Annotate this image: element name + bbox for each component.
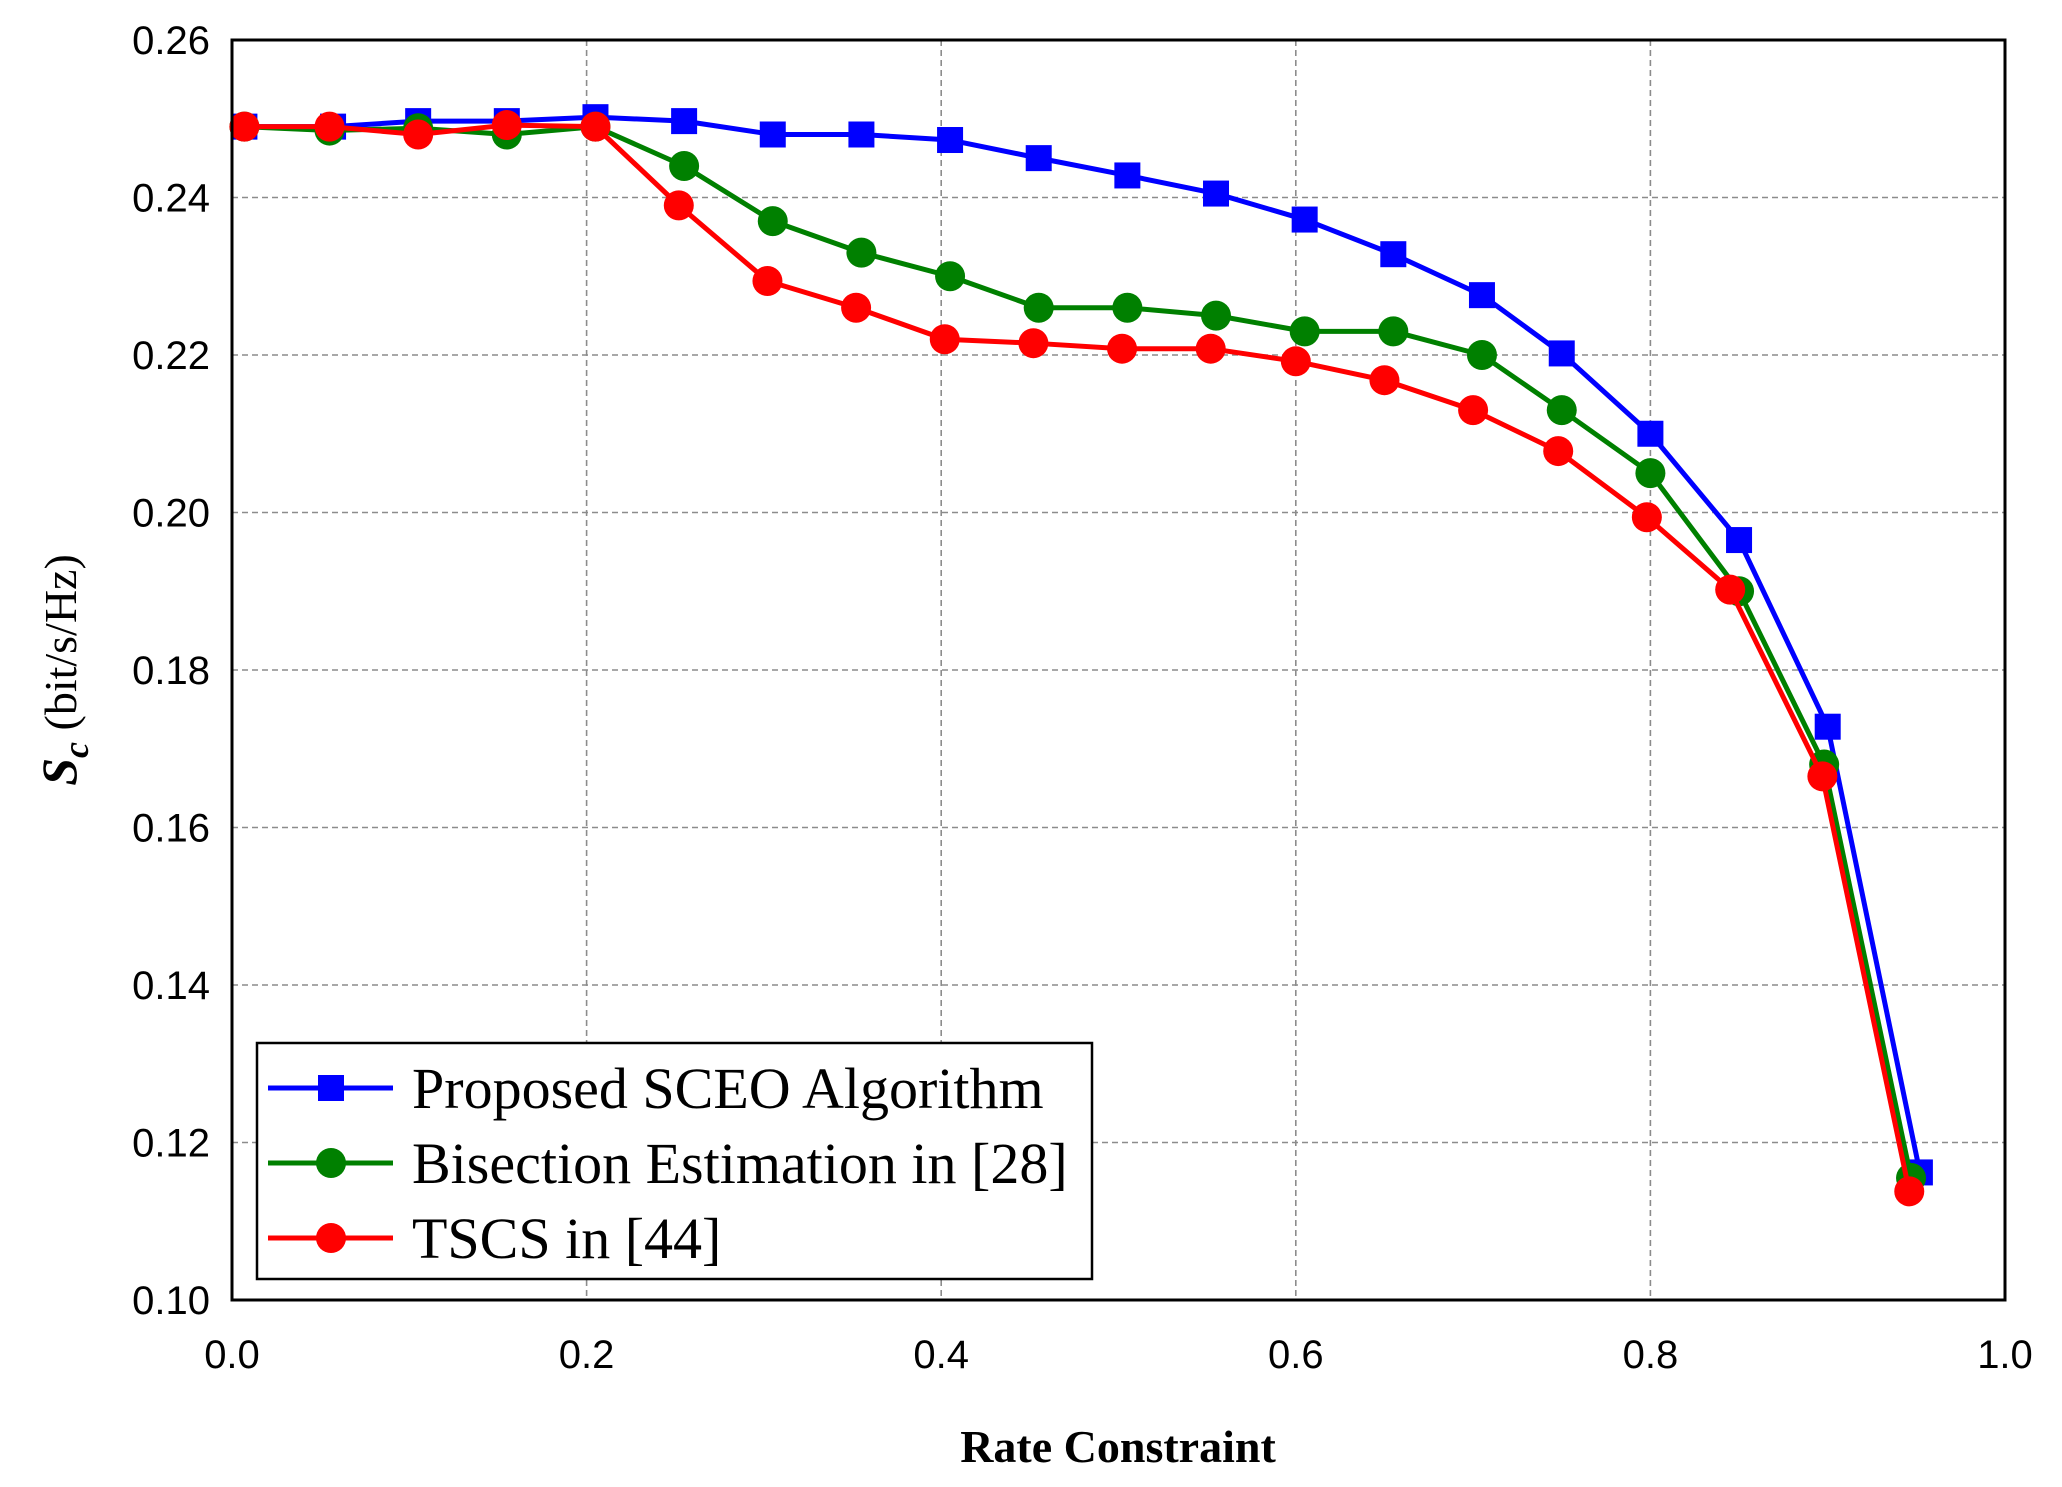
data-point <box>1203 180 1230 207</box>
data-point <box>403 119 434 150</box>
data-point <box>1631 502 1662 533</box>
y-tick-label: 0.18 <box>132 649 210 693</box>
data-point <box>1814 713 1841 740</box>
data-point <box>935 261 966 292</box>
data-point <box>1468 282 1495 309</box>
data-point <box>663 190 694 221</box>
legend-label-tscs: TSCS in [44] <box>412 1206 721 1271</box>
data-point <box>1726 527 1753 554</box>
y-tick-label: 0.14 <box>132 964 210 1008</box>
legend-marker-sceo <box>318 1075 344 1101</box>
y-axis-unit: (bit/s/Hz) <box>35 554 86 742</box>
legend-item-tscs: TSCS in [44] <box>268 1206 721 1271</box>
y-tick-label: 0.26 <box>132 19 210 63</box>
data-point <box>757 206 788 237</box>
data-point <box>1023 292 1054 323</box>
data-point <box>580 111 611 142</box>
y-axis-subscript: c <box>56 742 96 758</box>
legend-marker-tscs <box>316 1223 346 1253</box>
data-point <box>1378 316 1409 347</box>
y-axis-symbol: S <box>31 758 87 786</box>
data-point <box>1458 395 1489 426</box>
data-point <box>841 292 872 323</box>
y-tick-label: 0.16 <box>132 807 210 851</box>
data-point <box>1025 145 1052 172</box>
data-point <box>1380 241 1407 268</box>
data-point <box>1114 162 1141 189</box>
data-point <box>1195 333 1226 364</box>
y-axis-title: Sc (bit/s/Hz) <box>31 554 96 786</box>
plot-frame <box>230 38 2007 1302</box>
x-tick-label: 0.4 <box>913 1333 969 1377</box>
data-point <box>229 111 260 142</box>
y-tick-label: 0.12 <box>132 1122 210 1166</box>
x-tick-label: 0.8 <box>1623 1333 1679 1377</box>
data-point <box>1291 206 1318 233</box>
data-point <box>491 110 522 141</box>
legend-label-bisection: Bisection Estimation in [28] <box>412 1131 1068 1196</box>
y-tick-label: 0.20 <box>132 492 210 536</box>
data-point <box>1894 1176 1925 1207</box>
series-line <box>244 114 1923 1173</box>
y-tick-label: 0.22 <box>132 334 210 378</box>
data-point <box>1466 340 1497 370</box>
x-tick-label: 0.6 <box>1268 1333 1324 1377</box>
data-point <box>929 324 960 355</box>
data-point <box>848 121 875 148</box>
x-tick-label: 0.0 <box>204 1333 260 1377</box>
data-point <box>759 121 786 148</box>
data-point <box>1280 346 1311 377</box>
legend-marker-bisection <box>316 1148 346 1178</box>
data-point <box>1635 458 1666 489</box>
legend-item-sceo: Proposed SCEO Algorithm <box>268 1056 1044 1121</box>
y-tick-label: 0.10 <box>132 1279 210 1323</box>
data-point <box>1018 328 1049 359</box>
data-point <box>846 237 877 268</box>
x-tick-label: 0.2 <box>559 1333 615 1377</box>
data-point <box>1548 340 1575 367</box>
data-point <box>671 108 698 135</box>
data-point <box>937 127 964 154</box>
y-tick-label: 0.24 <box>132 177 210 221</box>
grid-lines <box>232 40 2005 1300</box>
x-tick-label: 1.0 <box>1977 1333 2033 1377</box>
legend-label-sceo: Proposed SCEO Algorithm <box>412 1056 1044 1121</box>
x-axis-title: Rate Constraint <box>960 1421 1276 1472</box>
data-point <box>1715 574 1746 605</box>
data-point <box>1107 333 1138 364</box>
legend-box <box>255 1041 1094 1281</box>
data-point <box>1369 365 1400 396</box>
data-point <box>1807 761 1838 792</box>
data-point <box>1546 395 1577 426</box>
legend-item-bisection: Bisection Estimation in [28] <box>268 1131 1068 1196</box>
data-point <box>1112 292 1143 323</box>
data-point <box>1289 316 1320 347</box>
legend: Proposed SCEO Algorithm Bisection Estima… <box>255 1041 1094 1281</box>
series-2 <box>229 110 1925 1207</box>
data-point <box>1201 300 1232 331</box>
data-point <box>669 151 700 181</box>
tick-labels: 0.0 0.2 0.4 0.6 0.8 1.0 0.10 0.12 0.14 0.16 0.18 0.… <box>132 19 2033 1377</box>
data-point <box>1637 420 1664 447</box>
data-point <box>314 111 345 142</box>
data-point <box>752 265 783 296</box>
data-point <box>1543 436 1574 467</box>
series-layer <box>229 104 1933 1207</box>
